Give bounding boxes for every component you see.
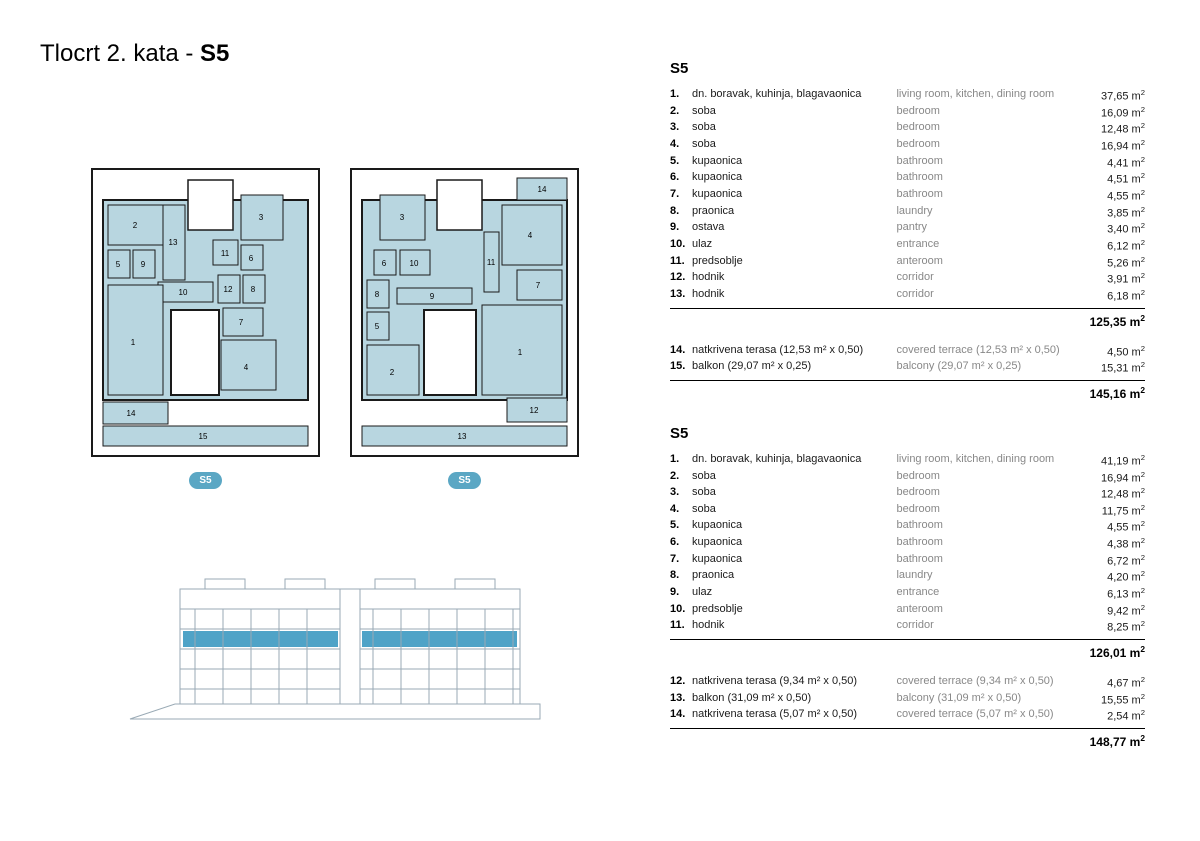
svg-text:12: 12 (530, 406, 539, 415)
floorplan-left: 2 3 5 9 13 11 6 10 12 8 7 4 1 14 15 (91, 168, 320, 457)
unit-header: S5 (670, 425, 1145, 442)
room-table: 1.dn. boravak, kuhinja, blagavaonicalivi… (670, 452, 1145, 635)
svg-text:14: 14 (127, 409, 136, 418)
extra-row: 13.balkon (31,09 m² x 0,50)balcony (31,0… (670, 691, 1145, 708)
extra-row: 14.natkrivena terasa (5,07 m² x 0,50)cov… (670, 707, 1145, 724)
title-unit: S5 (200, 40, 229, 67)
svg-text:3: 3 (259, 213, 264, 222)
svg-text:4: 4 (244, 363, 249, 372)
room-row: 5.kupaonicabathroom4,41 m2 (670, 154, 1145, 171)
svg-text:10: 10 (410, 259, 419, 268)
svg-text:4: 4 (528, 231, 533, 240)
svg-text:11: 11 (221, 249, 230, 258)
svg-text:1: 1 (518, 348, 523, 357)
room-row: 1.dn. boravak, kuhinja, blagavaonicalivi… (670, 452, 1145, 469)
svg-text:7: 7 (536, 281, 541, 290)
svg-text:5: 5 (116, 260, 121, 269)
floorplans-row: 235913116101287411415 S5 143471161085921… (40, 168, 630, 489)
unit-header: S5 (670, 60, 1145, 77)
plan-badge: S5 (189, 472, 221, 489)
extras-table: 12.natkrivena terasa (9,34 m² x 0,50)cov… (670, 674, 1145, 724)
room-row: 10.ulazentrance6,12 m2 (670, 237, 1145, 254)
extras-table: 14.natkrivena terasa (12,53 m² x 0,50)co… (670, 343, 1145, 376)
room-row: 6.kupaonicabathroom4,38 m2 (670, 535, 1145, 552)
room-row: 13.hodnikcorridor6,18 m2 (670, 287, 1145, 304)
room-row: 11.hodnikcorridor8,25 m2 (670, 618, 1145, 635)
room-row: 8.praonicalaundry4,20 m2 (670, 568, 1145, 585)
room-row: 12.hodnikcorridor3,91 m2 (670, 270, 1145, 287)
svg-text:9: 9 (141, 260, 146, 269)
svg-text:5: 5 (375, 322, 380, 331)
total: 148,77 m2 (670, 728, 1145, 749)
room-row: 4.sobabedroom11,75 m2 (670, 502, 1145, 519)
plan-badge: S5 (448, 472, 480, 489)
svg-text:15: 15 (199, 432, 208, 441)
floorplan-right: 14 3 4 7 11 6 10 8 5 9 2 1 12 13 (350, 168, 579, 457)
svg-text:8: 8 (251, 285, 256, 294)
svg-text:2: 2 (390, 368, 395, 377)
extra-row: 15.balkon (29,07 m² x 0,25)balcony (29,0… (670, 359, 1145, 376)
elevation-drawing (125, 569, 545, 734)
room-row: 2.sobabedroom16,94 m2 (670, 469, 1145, 486)
svg-text:12: 12 (224, 285, 233, 294)
page-title: Tlocrt 2. kata - S5 (40, 40, 630, 68)
room-row: 1.dn. boravak, kuhinja, blagavaonicalivi… (670, 87, 1145, 104)
room-row: 11.predsobljeanteroom5,26 m2 (670, 254, 1145, 271)
room-row: 7.kupaonicabathroom4,55 m2 (670, 187, 1145, 204)
title-prefix: Tlocrt 2. kata - (40, 40, 200, 67)
specs-column: S5 1.dn. boravak, kuhinja, blagavaonicali… (670, 40, 1145, 811)
room-row: 10.predsobljeanteroom9,42 m2 (670, 602, 1145, 619)
room-row: 9.ulazentrance6,13 m2 (670, 585, 1145, 602)
svg-text:6: 6 (249, 254, 254, 263)
svg-text:8: 8 (375, 290, 380, 299)
svg-text:13: 13 (169, 238, 178, 247)
svg-text:2: 2 (133, 221, 138, 230)
room-row: 8.praonicalaundry3,85 m2 (670, 204, 1145, 221)
svg-text:14: 14 (538, 185, 547, 194)
svg-text:9: 9 (430, 292, 435, 301)
svg-text:11: 11 (487, 258, 496, 267)
total: 145,16 m2 (670, 380, 1145, 401)
extra-row: 14.natkrivena terasa (12,53 m² x 0,50)co… (670, 343, 1145, 360)
svg-text:1: 1 (131, 338, 136, 347)
room-row: 6.kupaonicabathroom4,51 m2 (670, 170, 1145, 187)
svg-text:13: 13 (458, 432, 467, 441)
extra-row: 12.natkrivena terasa (9,34 m² x 0,50)cov… (670, 674, 1145, 691)
svg-text:3: 3 (400, 213, 405, 222)
room-row: 5.kupaonicabathroom4,55 m2 (670, 518, 1145, 535)
room-row: 3.sobabedroom12,48 m2 (670, 120, 1145, 137)
room-row: 2.sobabedroom16,09 m2 (670, 104, 1145, 121)
svg-text:7: 7 (239, 318, 244, 327)
room-row: 4.sobabedroom16,94 m2 (670, 137, 1145, 154)
svg-text:10: 10 (179, 288, 188, 297)
svg-text:6: 6 (382, 259, 387, 268)
room-row: 7.kupaonicabathroom6,72 m2 (670, 552, 1145, 569)
room-table: 1.dn. boravak, kuhinja, blagavaonicalivi… (670, 87, 1145, 304)
subtotal: 125,35 m2 (670, 308, 1145, 329)
room-row: 9.ostavapantry3,40 m2 (670, 220, 1145, 237)
subtotal: 126,01 m2 (670, 639, 1145, 660)
room-row: 3.sobabedroom12,48 m2 (670, 485, 1145, 502)
